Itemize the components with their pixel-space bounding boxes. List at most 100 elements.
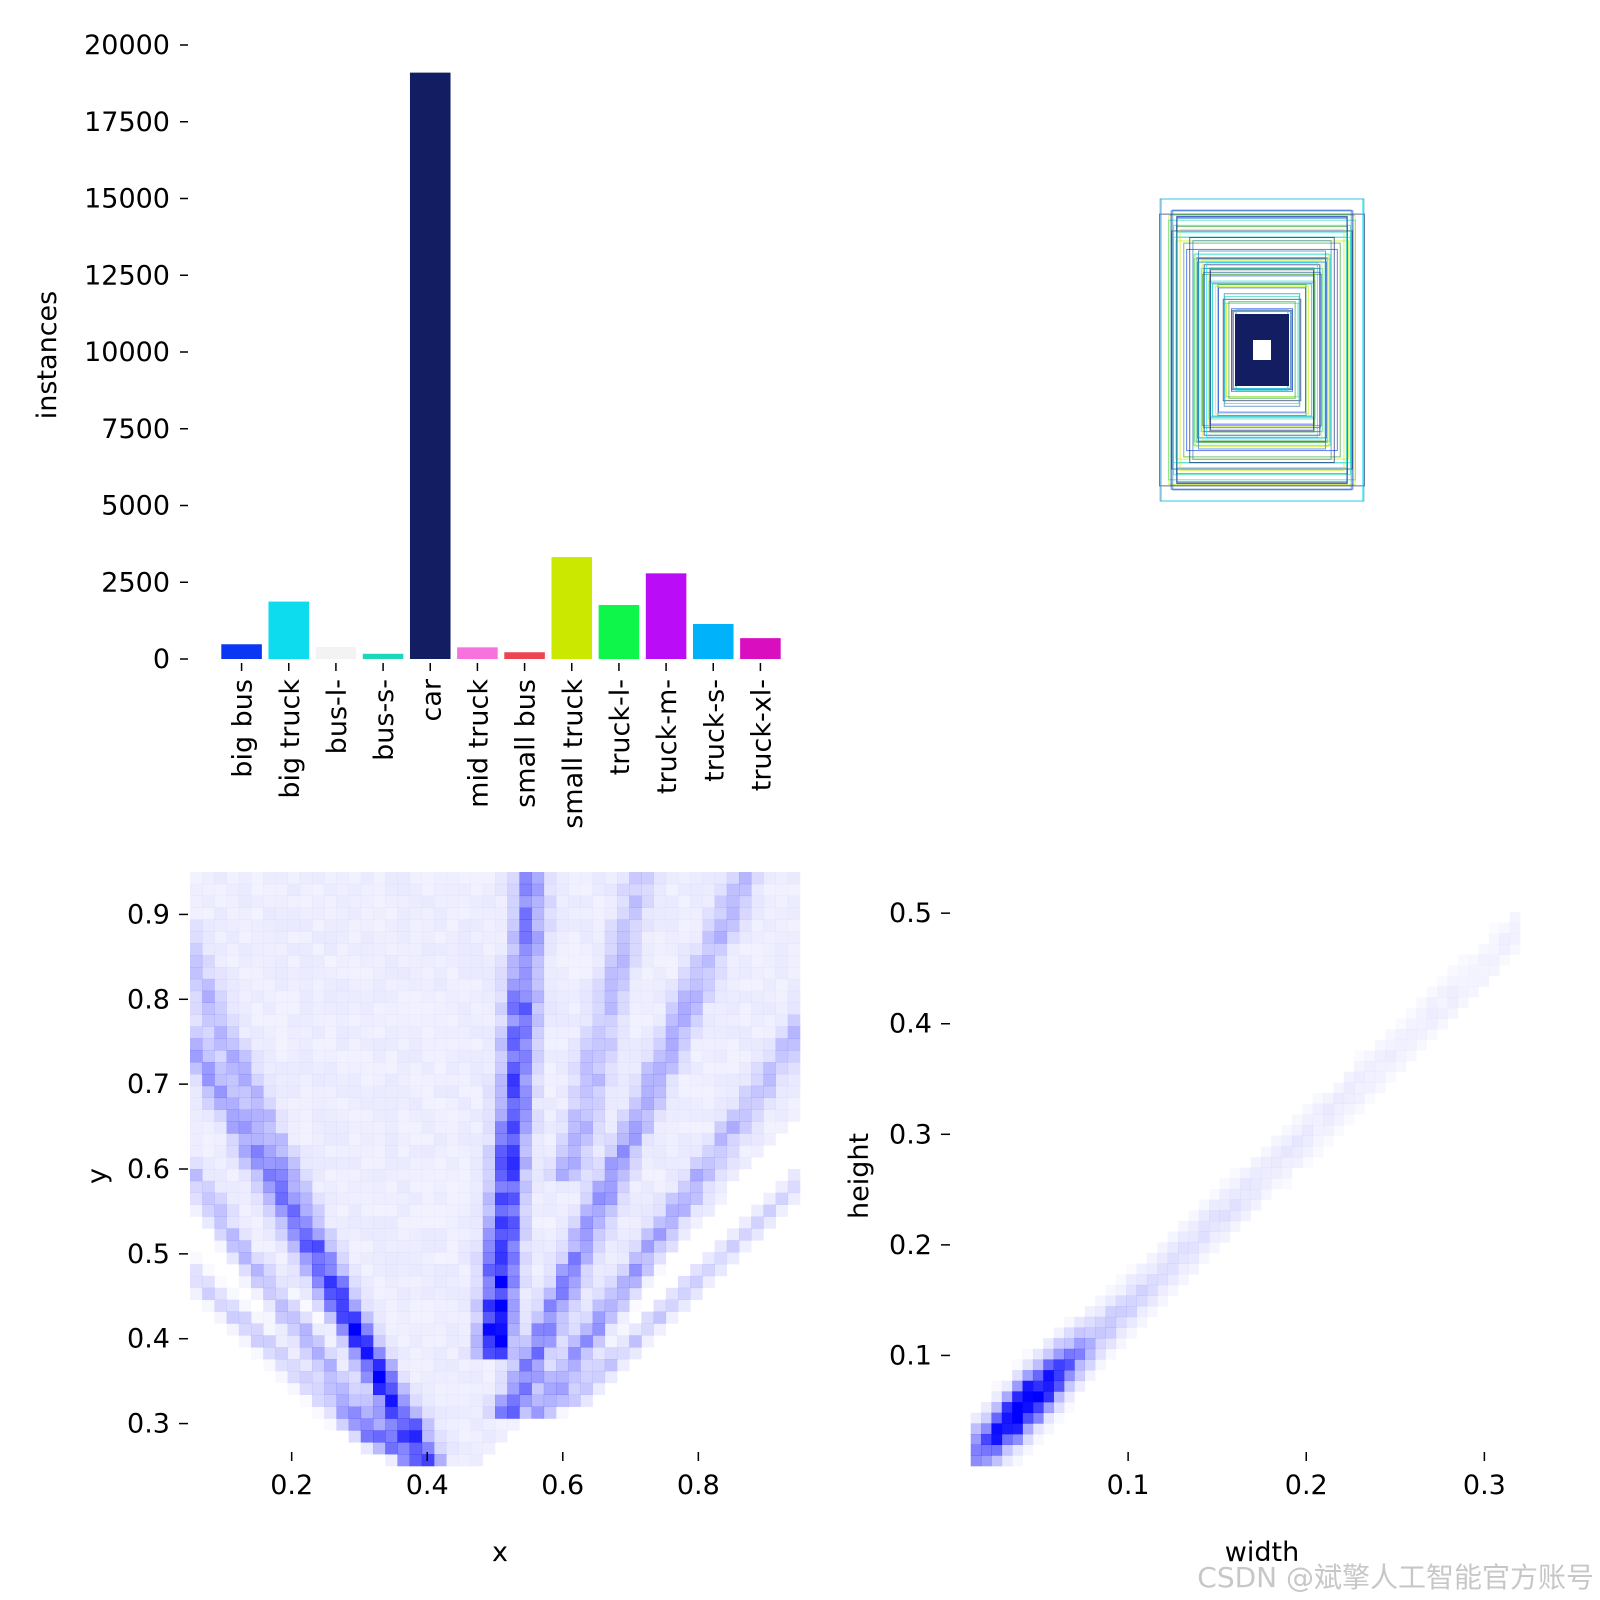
heatmap-cell — [300, 1395, 313, 1407]
heatmap-cell — [495, 1145, 508, 1158]
heatmap-cell — [373, 1192, 386, 1205]
heatmap-cell — [507, 1145, 520, 1158]
heatmap-cell — [665, 1240, 679, 1253]
heatmap-cell — [287, 1050, 301, 1063]
heatmap-cell — [397, 1275, 410, 1289]
heatmap-cell — [190, 1275, 203, 1289]
heatmap-cell — [1426, 1018, 1438, 1030]
heatmap-cell — [617, 978, 630, 992]
heatmap-cell — [275, 1192, 288, 1205]
heatmap-cell — [531, 1359, 545, 1372]
heatmap-cell — [495, 1109, 508, 1122]
heatmap-cell — [580, 1014, 593, 1027]
heatmap-cell — [1054, 1413, 1065, 1424]
heatmap-cell — [312, 1204, 325, 1217]
heatmap-cell — [1001, 1455, 1013, 1467]
heatmap-cell — [604, 1121, 618, 1134]
heatmap-cell — [556, 1026, 569, 1039]
heatmap-cell — [360, 1299, 374, 1312]
heatmap-cell — [690, 1169, 703, 1182]
heatmap-cell — [263, 1026, 276, 1039]
heatmap-cell — [556, 907, 569, 920]
heatmap-cell — [312, 1026, 325, 1039]
heatmap-cell — [360, 1109, 374, 1122]
heatmap-cell — [190, 1002, 203, 1015]
heatmap-cell — [202, 1300, 215, 1312]
heatmap-cell — [592, 1157, 606, 1170]
heatmap-cell — [251, 943, 264, 956]
heatmap-cell — [385, 1382, 398, 1396]
heatmap-cell — [1478, 954, 1490, 966]
heatmap-cell — [1115, 1284, 1127, 1296]
heatmap-cell — [751, 1050, 764, 1063]
heatmap-cell — [580, 1359, 593, 1372]
heatmap-cell — [373, 1430, 386, 1443]
heatmap-cell — [226, 931, 240, 944]
heatmap-cell — [507, 1180, 520, 1194]
heatmap-cell — [665, 1169, 679, 1182]
heatmap-cell — [287, 955, 301, 968]
heatmap-cell — [1032, 1412, 1044, 1424]
bar-y-tick-label: 10000 — [84, 337, 170, 368]
heatmap-cell — [482, 1121, 496, 1134]
heatmap-cell — [1043, 1370, 1054, 1382]
bbox-outline — [1189, 236, 1335, 464]
heatmap-cell — [263, 1216, 276, 1229]
heatmap-cell — [409, 1026, 423, 1039]
heatmap-cell — [251, 1062, 264, 1075]
heatmap-cell — [324, 1240, 337, 1253]
heatmap-cell — [617, 1002, 630, 1015]
heatmap-cell — [482, 1347, 496, 1360]
heatmap-cell — [690, 1038, 703, 1051]
heatmap-cell — [714, 919, 728, 932]
heatmap-cell — [299, 1038, 313, 1051]
heatmap-cell — [580, 978, 593, 992]
heatmap-cell — [360, 990, 374, 1003]
heatmap-cell — [299, 1347, 313, 1360]
heatmap-cell — [775, 1026, 789, 1039]
heatmap-cell — [653, 943, 667, 956]
heatmap-cell — [739, 955, 752, 968]
heatmap-cell — [275, 1287, 288, 1300]
heatmap-cell — [470, 1252, 484, 1265]
heatmap-cell — [495, 1002, 508, 1015]
heatmap-cell — [312, 1180, 325, 1194]
heatmap-cell — [678, 1204, 691, 1217]
heatmap-cell — [470, 1216, 484, 1229]
bar — [457, 647, 498, 659]
heatmap-cell — [434, 1228, 447, 1241]
heatmap-cell — [397, 1323, 410, 1336]
heatmap-cell — [397, 1228, 410, 1241]
heatmap-cell — [299, 978, 313, 992]
heatmap-cell — [629, 1073, 642, 1087]
heatmap-cell — [458, 919, 471, 932]
heatmap-cell — [251, 1180, 264, 1194]
heatmap-cell — [275, 1275, 288, 1289]
heatmap-cell — [446, 955, 459, 968]
heatmap-cell — [629, 1062, 642, 1075]
heatmap-cell — [238, 1323, 252, 1336]
heatmap-cell — [556, 1002, 569, 1015]
heatmap-cell — [385, 943, 398, 956]
heatmap-cell — [739, 895, 752, 908]
heatmap-cell — [373, 1442, 386, 1455]
bar — [598, 604, 640, 659]
heatmap-cell — [434, 1085, 447, 1099]
heatmap-cell — [275, 1216, 288, 1229]
heatmap-cell — [641, 1323, 654, 1336]
heatmap-cell — [421, 1192, 435, 1205]
heatmap-cell — [214, 1050, 227, 1063]
heatmap-cell — [1209, 1199, 1220, 1211]
heatmap-cell — [299, 1085, 313, 1099]
heatmap-cell — [763, 1133, 776, 1146]
heatmap-cell — [336, 1038, 349, 1051]
heatmap-cell — [214, 1014, 227, 1027]
heatmap-cell — [470, 967, 484, 980]
heatmap-cell — [641, 1145, 654, 1158]
heatmap-cell — [348, 1050, 362, 1063]
heatmap-cell — [397, 883, 410, 897]
heatmap-cell — [519, 1370, 532, 1384]
heatmap-cell — [1499, 923, 1510, 934]
heatmap-cell — [470, 1180, 484, 1194]
heatmap-cell — [360, 1073, 374, 1087]
